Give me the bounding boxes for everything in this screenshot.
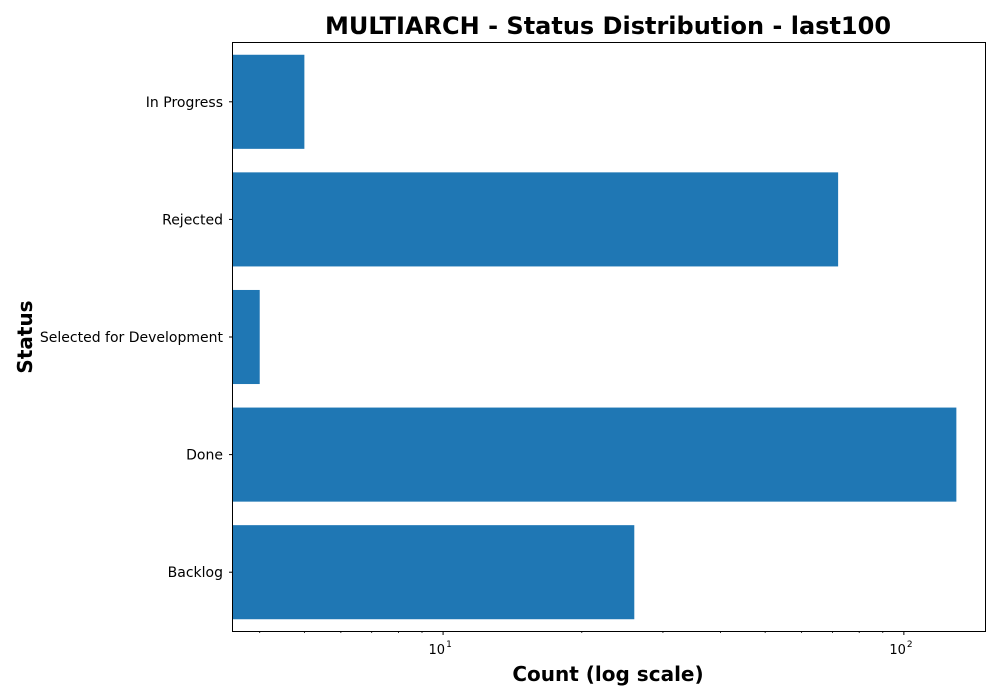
bar-backlog bbox=[233, 525, 635, 620]
bar-in-progress bbox=[233, 54, 305, 149]
bars-layer bbox=[233, 54, 957, 620]
chart-title: MULTIARCH - Status Distribution - last10… bbox=[325, 12, 891, 40]
y-ticks: Backlog Done Selected for Development Rejec… bbox=[40, 95, 233, 581]
bar-rejected bbox=[233, 172, 839, 267]
x-tick-label-10: 10 1 bbox=[429, 640, 452, 658]
y-tick-label-done: Done bbox=[186, 448, 223, 464]
y-tick-label-rejected: Rejected bbox=[162, 212, 223, 228]
plot-frame bbox=[232, 42, 986, 632]
x-tick-label-base: 10 bbox=[429, 643, 446, 658]
y-tick-label-selected-for-development: Selected for Development bbox=[40, 330, 224, 346]
x-tick-label-100: 10 2 bbox=[889, 640, 912, 658]
x-tick-label-exponent: 2 bbox=[907, 640, 913, 650]
y-tick-label-in-progress: In Progress bbox=[146, 95, 223, 111]
x-tick-label-exponent: 1 bbox=[446, 640, 452, 650]
bar-selected-for-development bbox=[233, 289, 260, 385]
x-axis-label: Count (log scale) bbox=[512, 662, 703, 686]
y-axis-label: Status bbox=[13, 300, 37, 373]
x-tick-label-base: 10 bbox=[889, 643, 906, 658]
x-major-ticks: 10 1 10 2 bbox=[429, 631, 913, 658]
y-tick-label-backlog: Backlog bbox=[168, 565, 223, 581]
bar-done bbox=[233, 407, 957, 502]
